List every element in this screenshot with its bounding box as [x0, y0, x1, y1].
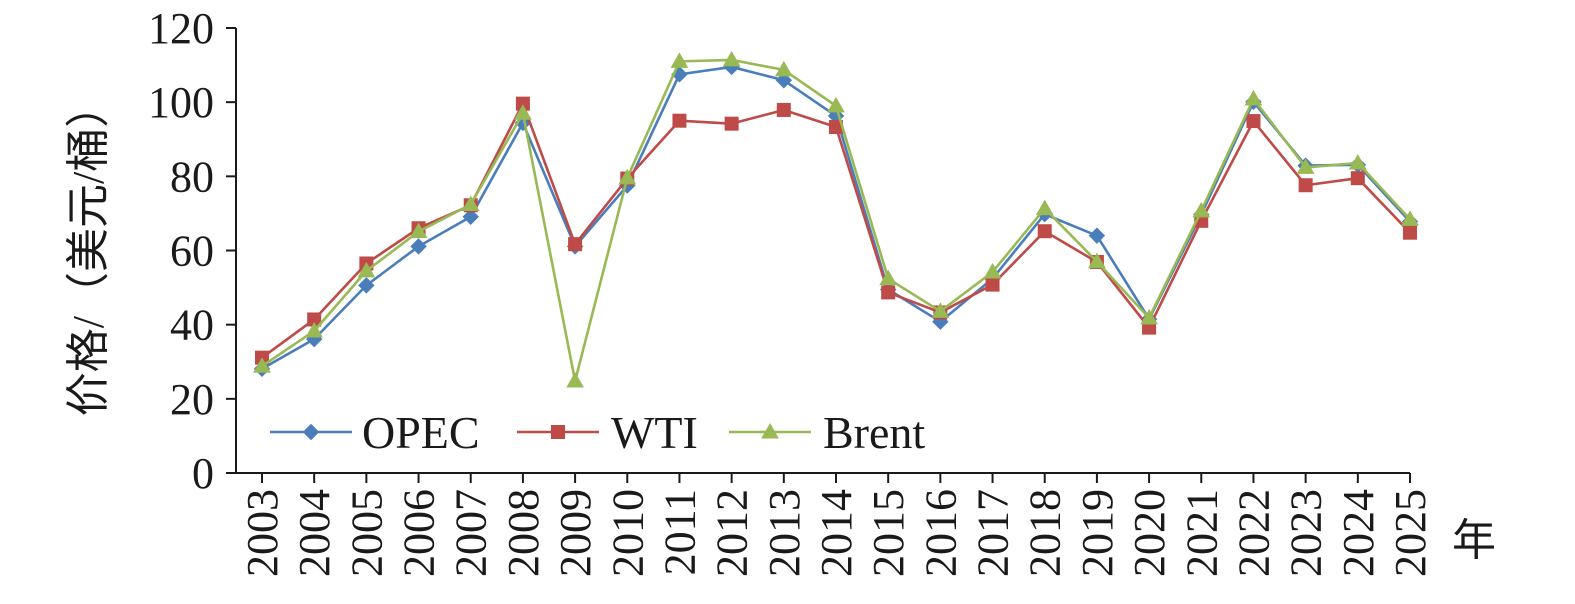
x-tick-label: 2011 — [655, 489, 704, 575]
y-tick-label: 0 — [192, 449, 214, 498]
series-line-wti — [261, 102, 1411, 359]
data-point-opec — [358, 277, 375, 294]
data-point-brent — [409, 222, 428, 239]
series-brent — [253, 50, 1419, 388]
x-tick-label: 2015 — [864, 489, 913, 577]
data-point-wti — [568, 237, 583, 252]
x-tick-label: 2013 — [760, 489, 809, 577]
x-tick-label: 2016 — [916, 489, 965, 577]
y-tick-label: 80 — [170, 152, 214, 201]
data-point-brent — [1192, 201, 1211, 218]
data-point-opec — [410, 238, 427, 255]
x-tick-label: 2009 — [551, 489, 600, 577]
data-point-wti — [1298, 178, 1313, 193]
x-tick-label: 2020 — [1125, 489, 1174, 577]
data-point-brent — [1244, 89, 1263, 106]
x-tick-label: 2025 — [1386, 489, 1435, 577]
x-tick-label: 2021 — [1177, 489, 1226, 577]
legend-item-opec: OPEC — [270, 407, 480, 458]
legend-item-brent: Brent — [729, 407, 925, 458]
data-point-brent — [1401, 210, 1419, 226]
x-tick-label: 2010 — [603, 489, 652, 577]
series-wti — [255, 96, 1417, 365]
data-point-wti — [1246, 114, 1261, 129]
x-tick-label: 2022 — [1229, 489, 1278, 577]
data-point-opec — [1088, 227, 1106, 244]
legend-marker-opec — [302, 423, 320, 441]
x-tick-label: 2005 — [342, 489, 391, 577]
data-point-brent — [1035, 199, 1054, 216]
legend-item-wti: WTI — [517, 407, 698, 458]
data-point-brent — [1296, 158, 1315, 174]
x-tick-label: 2004 — [290, 489, 339, 577]
x-tick-label: 2017 — [969, 489, 1018, 577]
data-point-wti — [1403, 225, 1417, 240]
y-tick-label: 100 — [148, 78, 214, 127]
data-point-brent — [305, 321, 324, 338]
x-tick-label: 2023 — [1282, 489, 1331, 577]
data-point-wti — [1037, 224, 1052, 239]
legend-marker-brent — [761, 422, 779, 439]
x-tick-label: 2024 — [1334, 489, 1383, 577]
data-point-brent — [1088, 252, 1106, 269]
data-point-brent — [931, 302, 950, 318]
data-point-opec — [462, 208, 479, 225]
legend: OPEC WTI Brent — [270, 407, 925, 458]
legend-label-opec: OPEC — [362, 407, 480, 458]
data-point-brent — [827, 96, 845, 113]
x-tick-label: 2007 — [447, 489, 496, 577]
data-point-wti — [985, 277, 1000, 292]
data-point-brent — [722, 50, 741, 67]
data-point-brent — [566, 372, 584, 388]
y-tick-label: 20 — [170, 375, 214, 424]
x-tick-label: 2018 — [1021, 489, 1070, 577]
data-point-brent — [1140, 308, 1158, 325]
y-tick-label: 120 — [148, 4, 214, 53]
legend-label-wti: WTI — [611, 407, 698, 458]
data-point-wti — [672, 113, 687, 128]
series-layer — [253, 50, 1419, 388]
data-point-brent — [253, 357, 271, 373]
x-tick-label: 2003 — [238, 489, 287, 577]
data-point-brent — [514, 104, 532, 120]
x-tick-label: 2014 — [812, 489, 861, 577]
data-point-wti — [881, 285, 896, 300]
data-point-brent — [618, 168, 637, 185]
x-tick-label: 2012 — [708, 489, 757, 577]
y-tick-label: 60 — [170, 227, 214, 276]
data-point-brent — [670, 52, 689, 68]
y-axis-title: 价格/（美元/桶） — [64, 84, 113, 416]
legend-label-brent: Brent — [823, 407, 925, 458]
data-point-wti — [1350, 171, 1365, 186]
x-tick-label: 2019 — [1073, 489, 1122, 577]
x-axis-title: 年 — [1452, 516, 1496, 565]
x-tick-label: 2008 — [499, 489, 548, 577]
data-point-brent — [879, 269, 898, 286]
data-point-brent — [461, 195, 480, 212]
data-point-wti — [776, 102, 791, 117]
data-point-opec — [775, 72, 793, 89]
y-tick-label: 40 — [170, 301, 214, 350]
x-tick-label: 2006 — [395, 489, 444, 577]
data-point-brent — [983, 263, 1002, 279]
data-point-brent — [1348, 153, 1367, 170]
legend-marker-wti — [551, 425, 565, 439]
data-point-brent — [357, 261, 376, 278]
data-point-brent — [774, 60, 793, 77]
data-point-wti — [724, 116, 739, 131]
